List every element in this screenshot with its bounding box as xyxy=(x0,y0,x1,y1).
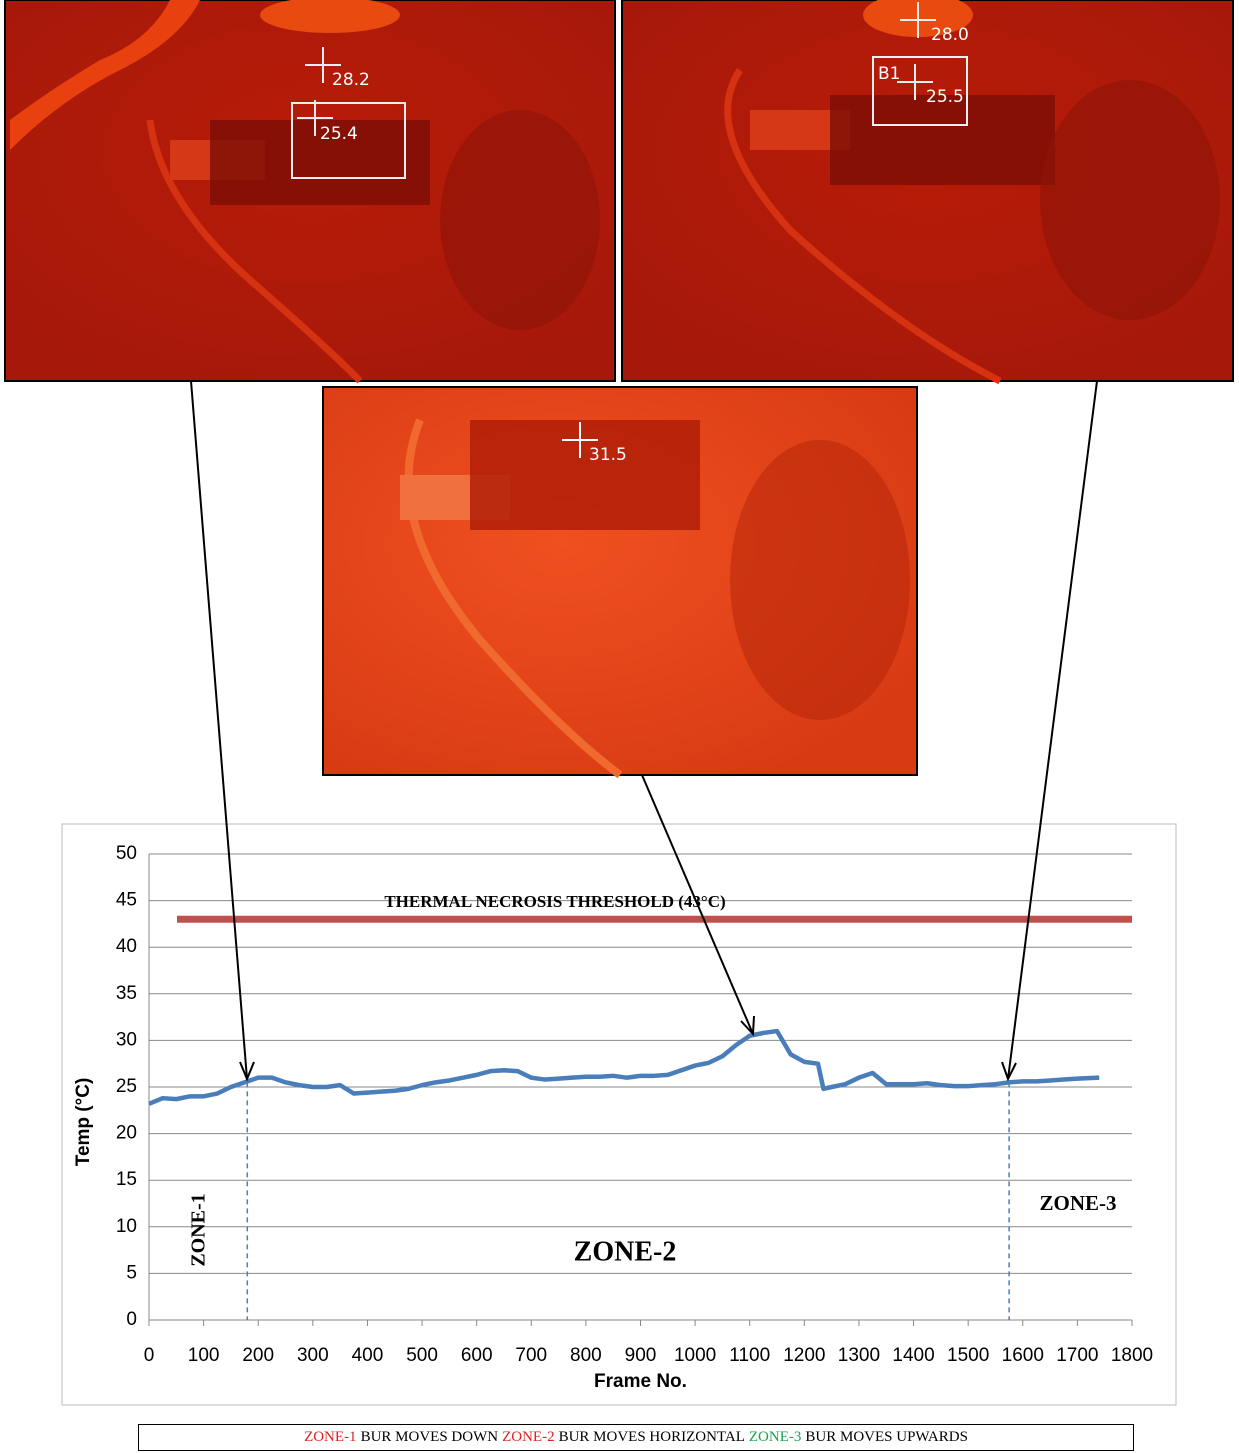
x-tick-label: 800 xyxy=(570,1345,602,1366)
x-tick-label: 1700 xyxy=(1056,1345,1098,1366)
x-tick-label: 0 xyxy=(144,1345,155,1366)
x-axis-label: Frame No. xyxy=(594,1371,687,1392)
thermal-image: 31.5 xyxy=(323,387,917,775)
caption-text: BUR MOVES UPWARDS xyxy=(805,1429,968,1445)
caption-text: ZONE-2 xyxy=(502,1429,555,1445)
x-tick-label: 900 xyxy=(625,1345,657,1366)
temp-label: 28.0 xyxy=(931,25,969,45)
y-tick-label: 45 xyxy=(116,890,137,911)
y-tick-label: 40 xyxy=(116,936,137,957)
temp-label: 31.5 xyxy=(589,445,627,465)
caption-text: BUR MOVES HORIZONTAL xyxy=(559,1429,745,1445)
zone-label: ZONE-1 xyxy=(188,1193,210,1266)
x-tick-label: 1600 xyxy=(1002,1345,1044,1366)
y-tick-label: 35 xyxy=(116,983,137,1004)
y-tick-label: 0 xyxy=(126,1309,137,1330)
x-tick-label: 1500 xyxy=(947,1345,989,1366)
threshold-label: THERMAL NECROSIS THRESHOLD (43°C) xyxy=(384,892,725,911)
x-tick-label: 500 xyxy=(406,1345,438,1366)
temp-label: 28.2 xyxy=(332,70,370,90)
x-tick-label: 700 xyxy=(515,1345,547,1366)
y-tick-label: 10 xyxy=(116,1216,137,1237)
x-tick-label: 200 xyxy=(242,1345,274,1366)
x-tick-label: 1200 xyxy=(783,1345,825,1366)
caption-text: BUR MOVES DOWN xyxy=(361,1429,499,1445)
x-tick-label: 1800 xyxy=(1111,1345,1153,1366)
page: 28.2 25.4 28.0 B1 25.5 31.5 0 5 10 15 20 25 30… xyxy=(0,0,1239,1453)
y-tick-label: 15 xyxy=(116,1169,137,1190)
caption-text: ZONE-1 xyxy=(304,1429,357,1445)
thermal-image: 28.2 25.4 xyxy=(5,0,615,381)
x-tick-label: 1300 xyxy=(838,1345,880,1366)
zone-label: ZONE-2 xyxy=(574,1236,677,1267)
x-tick-label: 600 xyxy=(461,1345,493,1366)
zone-label: ZONE-3 xyxy=(1039,1191,1116,1215)
x-tick-label: 1400 xyxy=(892,1345,934,1366)
temp-label: 25.4 xyxy=(320,124,358,144)
x-tick-label: 400 xyxy=(352,1345,384,1366)
caption-text: ZONE-3 xyxy=(749,1429,802,1445)
y-tick-label: 30 xyxy=(116,1029,137,1050)
temp-label: 25.5 xyxy=(926,87,964,107)
figure: 28.2 25.4 28.0 B1 25.5 31.5 0 5 10 15 20 25 30… xyxy=(0,0,1239,1424)
y-tick-label: 5 xyxy=(126,1262,137,1283)
x-tick-label: 100 xyxy=(188,1345,220,1366)
x-tick-label: 1100 xyxy=(729,1345,770,1366)
y-tick-label: 25 xyxy=(116,1076,137,1097)
thermal-image: 28.0 B1 25.5 xyxy=(622,0,1233,381)
box-label: B1 xyxy=(878,64,900,84)
y-axis-label: Temp (°C) xyxy=(73,1078,94,1167)
y-tick-label: 50 xyxy=(116,843,137,864)
x-tick-label: 300 xyxy=(297,1345,329,1366)
x-tick-label: 1000 xyxy=(674,1345,716,1366)
y-tick-label: 20 xyxy=(116,1123,137,1144)
